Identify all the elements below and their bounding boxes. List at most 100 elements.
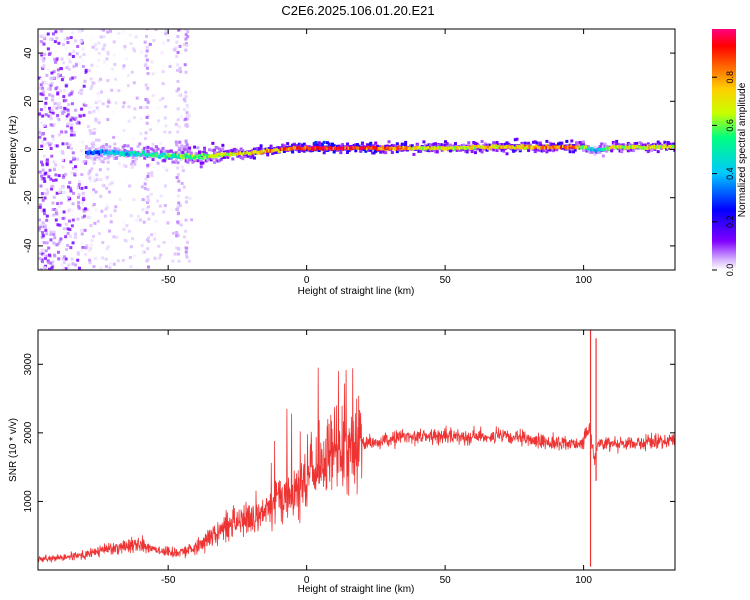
noise-cell xyxy=(92,202,96,206)
noise-cell xyxy=(92,265,96,269)
ridge-core-cell xyxy=(407,146,411,150)
ridge-halo-cell xyxy=(199,159,203,163)
ridge-halo-cell xyxy=(492,148,496,152)
ridge-halo-cell xyxy=(121,145,125,149)
ridge-core-cell xyxy=(100,151,104,155)
noise-cell xyxy=(105,202,109,206)
noise-cell xyxy=(51,192,55,196)
noise-cell xyxy=(122,67,126,71)
ridge-halo-cell xyxy=(156,147,160,151)
noise-cell xyxy=(46,68,50,72)
ridge-halo-cell xyxy=(593,145,597,149)
noise-cell xyxy=(81,245,85,249)
ridge-halo-cell xyxy=(458,148,462,152)
noise-cell xyxy=(66,108,70,112)
ridge-halo-cell xyxy=(379,145,383,149)
noise-cell xyxy=(171,259,175,263)
ridge-core-cell xyxy=(173,154,177,158)
noise-cell xyxy=(99,177,103,181)
streak-cell xyxy=(143,137,147,141)
noise-cell xyxy=(70,116,74,120)
noise-cell xyxy=(105,57,109,61)
noise-cell xyxy=(72,133,76,137)
noise-cell xyxy=(93,221,97,225)
ridge-core-cell xyxy=(547,145,551,149)
noise-cell xyxy=(142,105,146,109)
noise-cell xyxy=(97,118,101,122)
ridge-core-cell xyxy=(131,151,135,155)
noise-cell xyxy=(88,216,92,220)
noise-cell xyxy=(56,223,60,227)
ridge-core-cell xyxy=(123,153,127,157)
ridge-halo-cell xyxy=(331,145,335,149)
noise-cell xyxy=(134,35,138,39)
ridge-halo-cell xyxy=(221,143,225,147)
noise-cell xyxy=(52,160,56,164)
ridge-halo-cell xyxy=(437,143,441,147)
ridge-halo-cell xyxy=(372,151,376,155)
x-tick-label: 100 xyxy=(575,275,592,286)
streak-cell xyxy=(184,48,188,52)
ridge-core-cell xyxy=(673,145,675,149)
noise-cell xyxy=(172,47,176,51)
ridge-core-cell xyxy=(322,145,326,149)
ridge-halo-cell xyxy=(309,149,313,153)
ridge-halo-cell xyxy=(382,150,386,154)
ridge-halo-cell xyxy=(449,143,453,147)
ridge-core-cell xyxy=(517,145,521,149)
ridge-halo-cell xyxy=(631,149,635,153)
ridge-core-cell xyxy=(171,154,175,158)
ridge-core-cell xyxy=(128,151,132,155)
noise-cell xyxy=(76,195,80,199)
noise-cell xyxy=(147,88,151,92)
ridge-halo-cell xyxy=(513,138,517,142)
streak-cell xyxy=(184,229,188,233)
ridge-halo-cell xyxy=(573,148,577,152)
ridge-core-cell xyxy=(294,146,298,150)
ridge-core-cell xyxy=(663,145,667,149)
ridge-core-cell xyxy=(483,146,487,150)
ridge-halo-cell xyxy=(213,160,217,164)
ridge-core-cell xyxy=(224,151,228,155)
ridge-halo-cell xyxy=(591,150,595,154)
noise-cell xyxy=(132,254,136,258)
noise-cell xyxy=(99,90,103,94)
ridge-halo-cell xyxy=(103,146,107,150)
noise-cell xyxy=(64,235,68,239)
ridge-halo-cell xyxy=(86,155,90,159)
noise-cell xyxy=(79,39,83,43)
streak-cell xyxy=(146,86,150,90)
snr-frame xyxy=(37,329,676,571)
noise-cell xyxy=(57,216,61,220)
ridge-core-cell xyxy=(435,146,439,150)
noise-cell xyxy=(53,40,57,44)
noise-cell xyxy=(112,135,116,139)
ridge-core-cell xyxy=(124,150,128,154)
ridge-halo-cell xyxy=(345,150,349,154)
ridge-core-cell xyxy=(661,145,665,149)
noise-cell xyxy=(64,117,68,121)
noise-cell xyxy=(52,241,56,245)
ridge-halo-cell xyxy=(581,140,585,144)
y-tick-label: 3000 xyxy=(23,353,34,376)
ridge-halo-cell xyxy=(552,142,556,146)
ridge-halo-cell xyxy=(570,139,574,143)
ridge-core-cell xyxy=(656,145,660,149)
ridge-core-cell xyxy=(525,145,529,149)
ridge-halo-cell xyxy=(615,139,619,143)
ridge-halo-cell xyxy=(610,149,614,153)
noise-cell xyxy=(97,58,101,62)
y-tick-label: 1000 xyxy=(23,490,34,513)
noise-cell xyxy=(92,81,96,85)
ridge-halo-cell xyxy=(236,149,240,153)
ridge-core-cell xyxy=(598,148,602,152)
noise-cell xyxy=(113,62,117,66)
ridge-core-cell xyxy=(600,148,604,152)
noise-cell xyxy=(129,245,133,249)
noise-cell xyxy=(41,221,45,225)
noise-cell xyxy=(90,243,94,247)
colorbar: 0.00.20.40.60.8 Normalized spectral ampl… xyxy=(712,29,748,276)
noise-cell xyxy=(162,210,166,214)
noise-cell xyxy=(146,195,150,199)
noise-cell xyxy=(168,130,172,134)
